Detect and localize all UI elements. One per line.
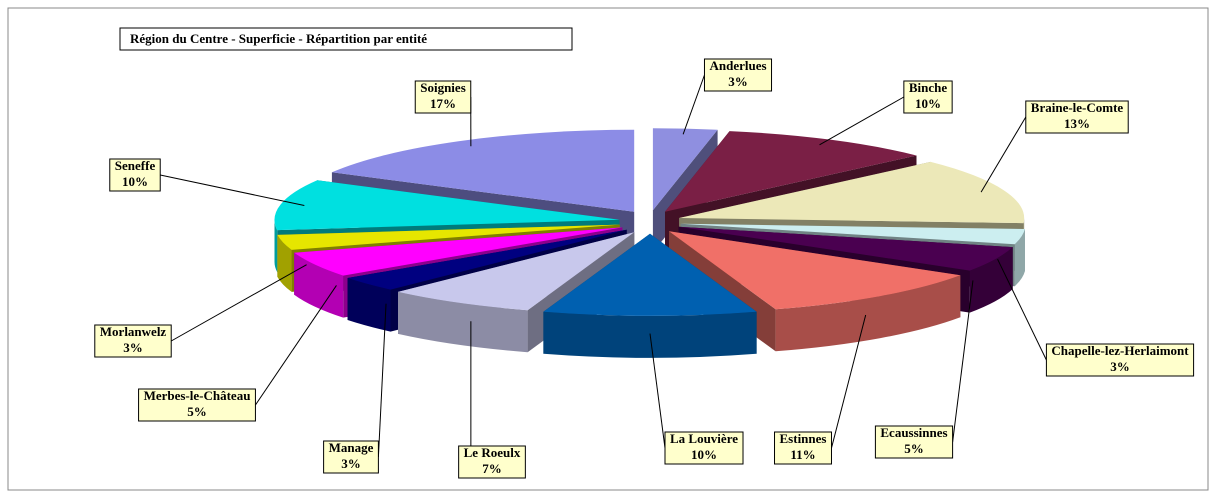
label-value: 11% (790, 447, 815, 462)
label-value: 10% (122, 174, 148, 189)
label-value: 3% (1110, 359, 1130, 374)
label-value: 17% (430, 96, 456, 111)
label-name: La Louvière (670, 431, 738, 446)
label-value: 3% (123, 340, 143, 355)
label-value: 5% (904, 441, 924, 456)
label-value: 5% (187, 404, 207, 419)
label-name: Anderlues (709, 58, 766, 73)
label-name: Merbes-le-Château (144, 388, 251, 403)
label-value: 7% (482, 461, 502, 476)
label-name: Seneffe (115, 158, 156, 173)
label-name: Manage (329, 440, 374, 455)
label-name: Braine-le-Comte (1031, 100, 1124, 115)
label-value: 10% (915, 96, 941, 111)
label-name: Estinnes (780, 431, 827, 446)
label-name: Le Roeulx (464, 445, 521, 460)
label-value: 3% (728, 74, 748, 89)
label-value: 10% (691, 447, 717, 462)
label-name: Binche (909, 80, 948, 95)
label-value: 3% (341, 456, 361, 471)
label-name: Soignies (420, 80, 466, 95)
label-value: 13% (1064, 116, 1090, 131)
label-name: Chapelle-lez-Herlaimont (1051, 343, 1189, 358)
label-name: Morlanwelz (100, 324, 167, 339)
chart-title: Région du Centre - Superficie - Répartit… (130, 31, 427, 46)
label-name: Ecaussinnes (880, 425, 947, 440)
